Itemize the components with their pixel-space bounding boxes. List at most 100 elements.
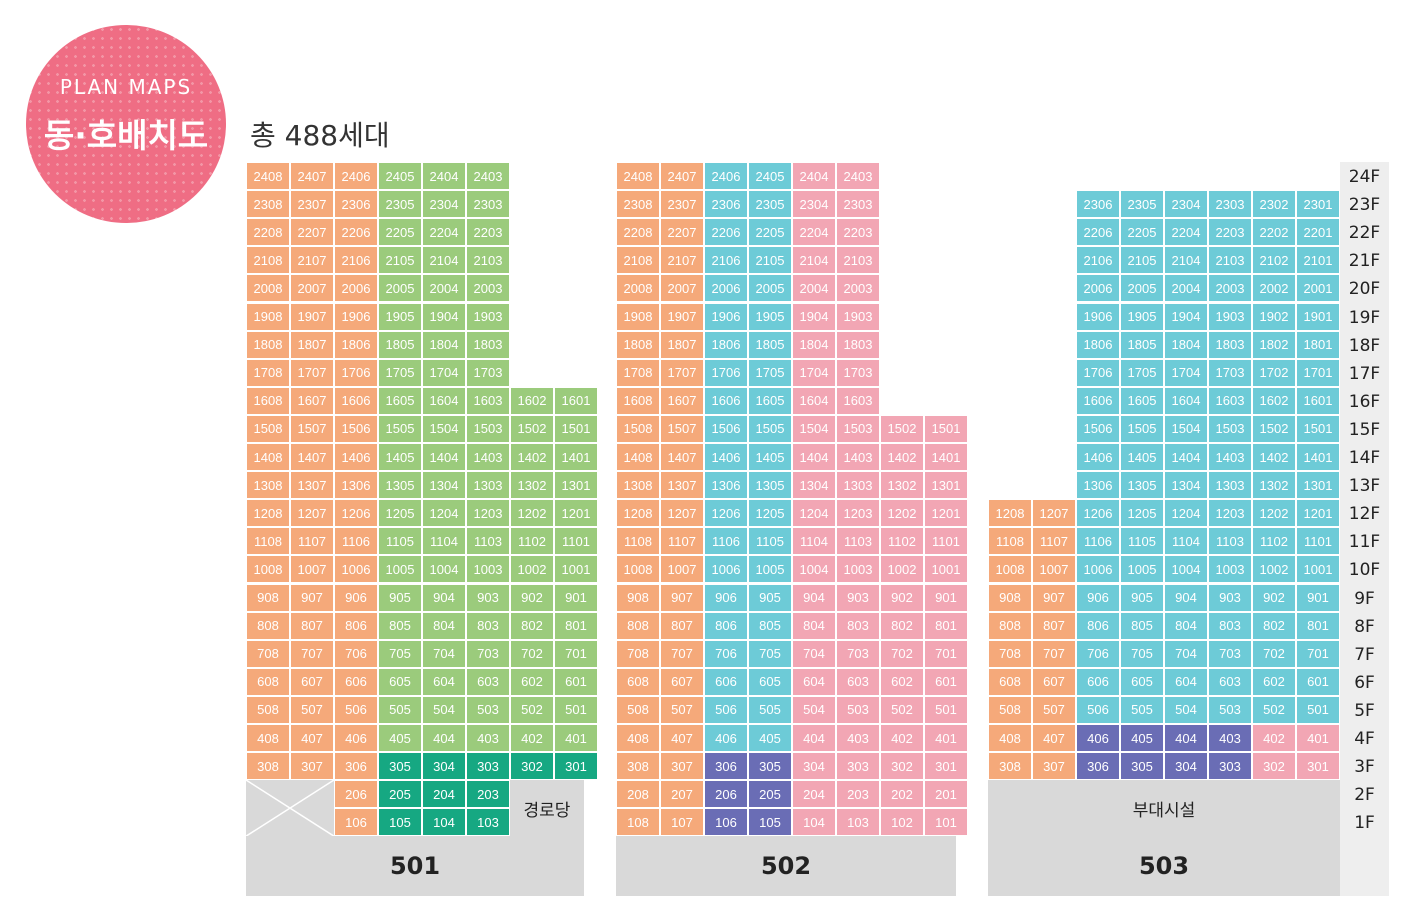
unit-cell: 606 [1076, 667, 1120, 696]
unit-cell: 2203 [836, 218, 880, 247]
unit-cell: 1903 [1208, 302, 1252, 331]
unit-cell: 201 [924, 780, 968, 809]
unit-cell: 1107 [1032, 527, 1076, 556]
floor-label: 6F [1354, 672, 1375, 693]
unit-cell: 1002 [510, 555, 554, 584]
unit-cell: 1304 [792, 471, 836, 500]
unit-cell: 1104 [1164, 527, 1208, 556]
unit-cell: 902 [1252, 583, 1296, 612]
unit-cell: 104 [422, 808, 466, 837]
unit-cell: 1703 [1208, 358, 1252, 387]
unit-cell: 405 [1120, 724, 1164, 753]
unit-cell: 1505 [1120, 414, 1164, 443]
unit-cell: 602 [880, 667, 924, 696]
unit-cell: 1806 [1076, 330, 1120, 359]
unit-cell: 1608 [616, 386, 660, 415]
unit-cell: 801 [554, 611, 598, 640]
unit-cell: 1704 [1164, 358, 1208, 387]
unit-cell: 903 [836, 583, 880, 612]
unit-cell: 1602 [1252, 386, 1296, 415]
unit-cell: 603 [1208, 667, 1252, 696]
unit-cell: 1204 [1164, 499, 1208, 528]
unit-cell: 1707 [290, 358, 334, 387]
unit-cell: 1204 [422, 499, 466, 528]
unit-cell: 1908 [616, 302, 660, 331]
unit-cell: 1403 [466, 443, 510, 472]
unit-cell: 603 [836, 667, 880, 696]
unit-cell: 502 [1252, 695, 1296, 724]
unit-cell: 1905 [378, 302, 422, 331]
unit-cell: 1205 [748, 499, 792, 528]
unit-cell: 2106 [1076, 246, 1120, 275]
unit-cell: 1205 [1120, 499, 1164, 528]
unit-cell: 301 [554, 752, 598, 781]
unit-cell: 504 [1164, 695, 1208, 724]
unit-cell: 1002 [880, 555, 924, 584]
unit-cell: 2306 [334, 190, 378, 219]
unit-cell: 1105 [748, 527, 792, 556]
unit-cell: 406 [334, 724, 378, 753]
unit-cell: 2105 [1120, 246, 1164, 275]
unit-cell: 906 [334, 583, 378, 612]
unit-cell: 501 [924, 695, 968, 724]
unit-cell: 905 [378, 583, 422, 612]
unit-cell: 1304 [1164, 471, 1208, 500]
unit-cell: 1203 [836, 499, 880, 528]
unit-cell: 2407 [290, 162, 334, 191]
unit-cell: 1502 [880, 414, 924, 443]
unit-cell: 2104 [1164, 246, 1208, 275]
unit-cell: 202 [880, 780, 924, 809]
unit-cell: 404 [422, 724, 466, 753]
unit-cell: 1401 [1296, 443, 1340, 472]
unit-cell: 1302 [1252, 471, 1296, 500]
unit-cell: 204 [792, 780, 836, 809]
building-label: 501 [246, 836, 584, 897]
unit-cell: 2208 [246, 218, 290, 247]
unit-cell: 1808 [616, 330, 660, 359]
unit-cell: 1104 [792, 527, 836, 556]
floor-label: 1F [1354, 813, 1375, 834]
unit-cell: 1302 [510, 471, 554, 500]
unit-cell: 304 [422, 752, 466, 781]
unit-cell: 1604 [422, 386, 466, 415]
unit-cell: 907 [660, 583, 704, 612]
unit-cell: 2007 [660, 274, 704, 303]
unit-cell: 206 [334, 780, 378, 809]
unit-cell: 808 [616, 611, 660, 640]
unit-cell: 2104 [422, 246, 466, 275]
unit-cell: 1307 [290, 471, 334, 500]
floor-label: 9F [1354, 588, 1375, 609]
unit-cell: 1103 [1208, 527, 1252, 556]
unit-cell: 1004 [422, 555, 466, 584]
floor-label: 13F [1348, 476, 1381, 497]
unit-cell: 2405 [378, 162, 422, 191]
unit-cell: 704 [422, 639, 466, 668]
unit-cell: 1906 [1076, 302, 1120, 331]
unit-cell: 605 [378, 667, 422, 696]
unit-cell: 1001 [554, 555, 598, 584]
unit-cell: 506 [334, 695, 378, 724]
unit-cell: 804 [792, 611, 836, 640]
unit-cell: 601 [554, 667, 598, 696]
unit-cell: 808 [988, 611, 1032, 640]
unit-cell: 1703 [466, 358, 510, 387]
common-facility-503: 부대시설 [988, 780, 1340, 837]
unit-cell: 904 [1164, 583, 1208, 612]
unit-cell: 101 [924, 808, 968, 837]
unit-cell: 407 [1032, 724, 1076, 753]
unit-cell: 506 [704, 695, 748, 724]
unit-cell: 906 [1076, 583, 1120, 612]
unit-cell: 1105 [378, 527, 422, 556]
unit-cell: 305 [748, 752, 792, 781]
unit-cell: 2003 [836, 274, 880, 303]
unit-cell: 1903 [466, 302, 510, 331]
unit-cell: 708 [988, 639, 1032, 668]
unit-cell: 1006 [334, 555, 378, 584]
unit-cell: 108 [616, 808, 660, 837]
unit-cell: 502 [510, 695, 554, 724]
unit-cell: 1005 [748, 555, 792, 584]
unit-cell: 1401 [554, 443, 598, 472]
unit-cell: 807 [1032, 611, 1076, 640]
floor-label: 11F [1348, 532, 1381, 553]
unit-cell: 505 [748, 695, 792, 724]
